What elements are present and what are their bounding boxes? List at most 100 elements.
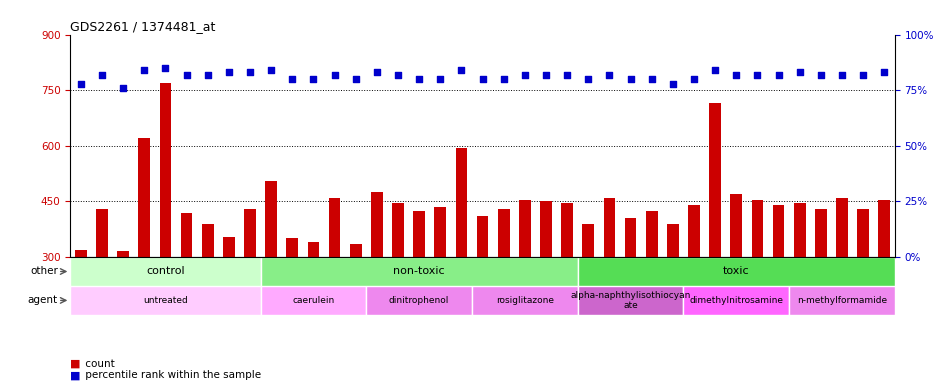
Point bbox=[496, 76, 511, 82]
Point bbox=[538, 71, 553, 78]
Bar bbox=[286, 238, 298, 368]
Text: GDS2261 / 1374481_at: GDS2261 / 1374481_at bbox=[70, 20, 215, 33]
Point bbox=[876, 69, 891, 75]
Point bbox=[749, 71, 764, 78]
Bar bbox=[878, 200, 889, 368]
Text: untreated: untreated bbox=[143, 296, 187, 305]
Bar bbox=[578, 257, 894, 286]
Text: count: count bbox=[81, 359, 114, 369]
Point bbox=[770, 71, 785, 78]
Point bbox=[475, 76, 490, 82]
Point bbox=[812, 71, 827, 78]
Text: percentile rank within the sample: percentile rank within the sample bbox=[81, 370, 260, 380]
Bar bbox=[265, 181, 277, 368]
Bar bbox=[582, 223, 593, 368]
Bar bbox=[260, 286, 366, 315]
Bar bbox=[603, 198, 615, 368]
Point bbox=[622, 76, 637, 82]
Point bbox=[855, 71, 870, 78]
Bar bbox=[666, 223, 678, 368]
Point bbox=[285, 76, 300, 82]
Bar bbox=[392, 203, 403, 368]
Point bbox=[390, 71, 405, 78]
Bar bbox=[788, 286, 894, 315]
Text: control: control bbox=[146, 266, 184, 276]
Point bbox=[580, 76, 595, 82]
Bar bbox=[578, 286, 682, 315]
Text: dinitrophenol: dinitrophenol bbox=[388, 296, 449, 305]
Point bbox=[432, 76, 447, 82]
Bar bbox=[497, 209, 509, 368]
Bar bbox=[181, 212, 192, 368]
Text: n-methylformamide: n-methylformamide bbox=[796, 296, 886, 305]
Bar bbox=[539, 202, 551, 368]
Bar bbox=[139, 138, 150, 368]
Text: agent: agent bbox=[28, 295, 58, 305]
Bar bbox=[645, 211, 657, 368]
Bar bbox=[366, 286, 472, 315]
Bar bbox=[223, 237, 234, 368]
Bar bbox=[472, 286, 578, 315]
Bar bbox=[260, 257, 578, 286]
Point bbox=[179, 71, 194, 78]
Bar bbox=[687, 205, 699, 368]
Bar bbox=[519, 200, 530, 368]
Text: ■: ■ bbox=[70, 370, 80, 380]
Point bbox=[158, 65, 173, 71]
Point bbox=[73, 80, 88, 86]
Point bbox=[242, 69, 257, 75]
Point bbox=[517, 71, 532, 78]
Bar bbox=[244, 209, 256, 368]
Point bbox=[263, 67, 278, 73]
Bar bbox=[814, 209, 826, 368]
Point bbox=[453, 67, 468, 73]
Bar bbox=[751, 200, 763, 368]
Bar bbox=[307, 242, 319, 368]
Point bbox=[559, 71, 574, 78]
Point bbox=[411, 76, 426, 82]
Text: caerulein: caerulein bbox=[292, 296, 334, 305]
Bar bbox=[201, 223, 213, 368]
Bar bbox=[682, 286, 788, 315]
Bar bbox=[70, 257, 260, 286]
Point bbox=[369, 69, 384, 75]
Bar bbox=[159, 83, 171, 368]
Bar bbox=[117, 252, 129, 368]
Text: toxic: toxic bbox=[723, 266, 749, 276]
Bar bbox=[709, 103, 720, 368]
Point bbox=[305, 76, 320, 82]
Bar bbox=[371, 192, 382, 368]
Text: non-toxic: non-toxic bbox=[393, 266, 445, 276]
Bar bbox=[856, 209, 868, 368]
Bar bbox=[455, 148, 467, 368]
Point bbox=[665, 80, 680, 86]
Point bbox=[348, 76, 363, 82]
Point bbox=[327, 71, 342, 78]
Text: rosiglitazone: rosiglitazone bbox=[495, 296, 553, 305]
Point bbox=[137, 67, 152, 73]
Point bbox=[115, 85, 130, 91]
Point bbox=[644, 76, 659, 82]
Text: ■: ■ bbox=[70, 359, 80, 369]
Bar bbox=[413, 211, 425, 368]
Bar bbox=[434, 207, 446, 368]
Point bbox=[200, 71, 215, 78]
Bar bbox=[730, 194, 741, 368]
Point bbox=[686, 76, 701, 82]
Point bbox=[221, 69, 236, 75]
Bar bbox=[70, 286, 260, 315]
Point bbox=[834, 71, 849, 78]
Bar bbox=[476, 216, 488, 368]
Bar bbox=[75, 250, 86, 368]
Point bbox=[728, 71, 743, 78]
Point bbox=[707, 67, 722, 73]
Bar bbox=[793, 203, 805, 368]
Text: alpha-naphthylisothiocyan
ate: alpha-naphthylisothiocyan ate bbox=[570, 291, 690, 310]
Bar bbox=[329, 198, 340, 368]
Bar bbox=[772, 205, 783, 368]
Point bbox=[791, 69, 806, 75]
Text: dimethylnitrosamine: dimethylnitrosamine bbox=[689, 296, 782, 305]
Bar bbox=[96, 209, 108, 368]
Text: other: other bbox=[30, 266, 58, 276]
Bar bbox=[349, 244, 361, 368]
